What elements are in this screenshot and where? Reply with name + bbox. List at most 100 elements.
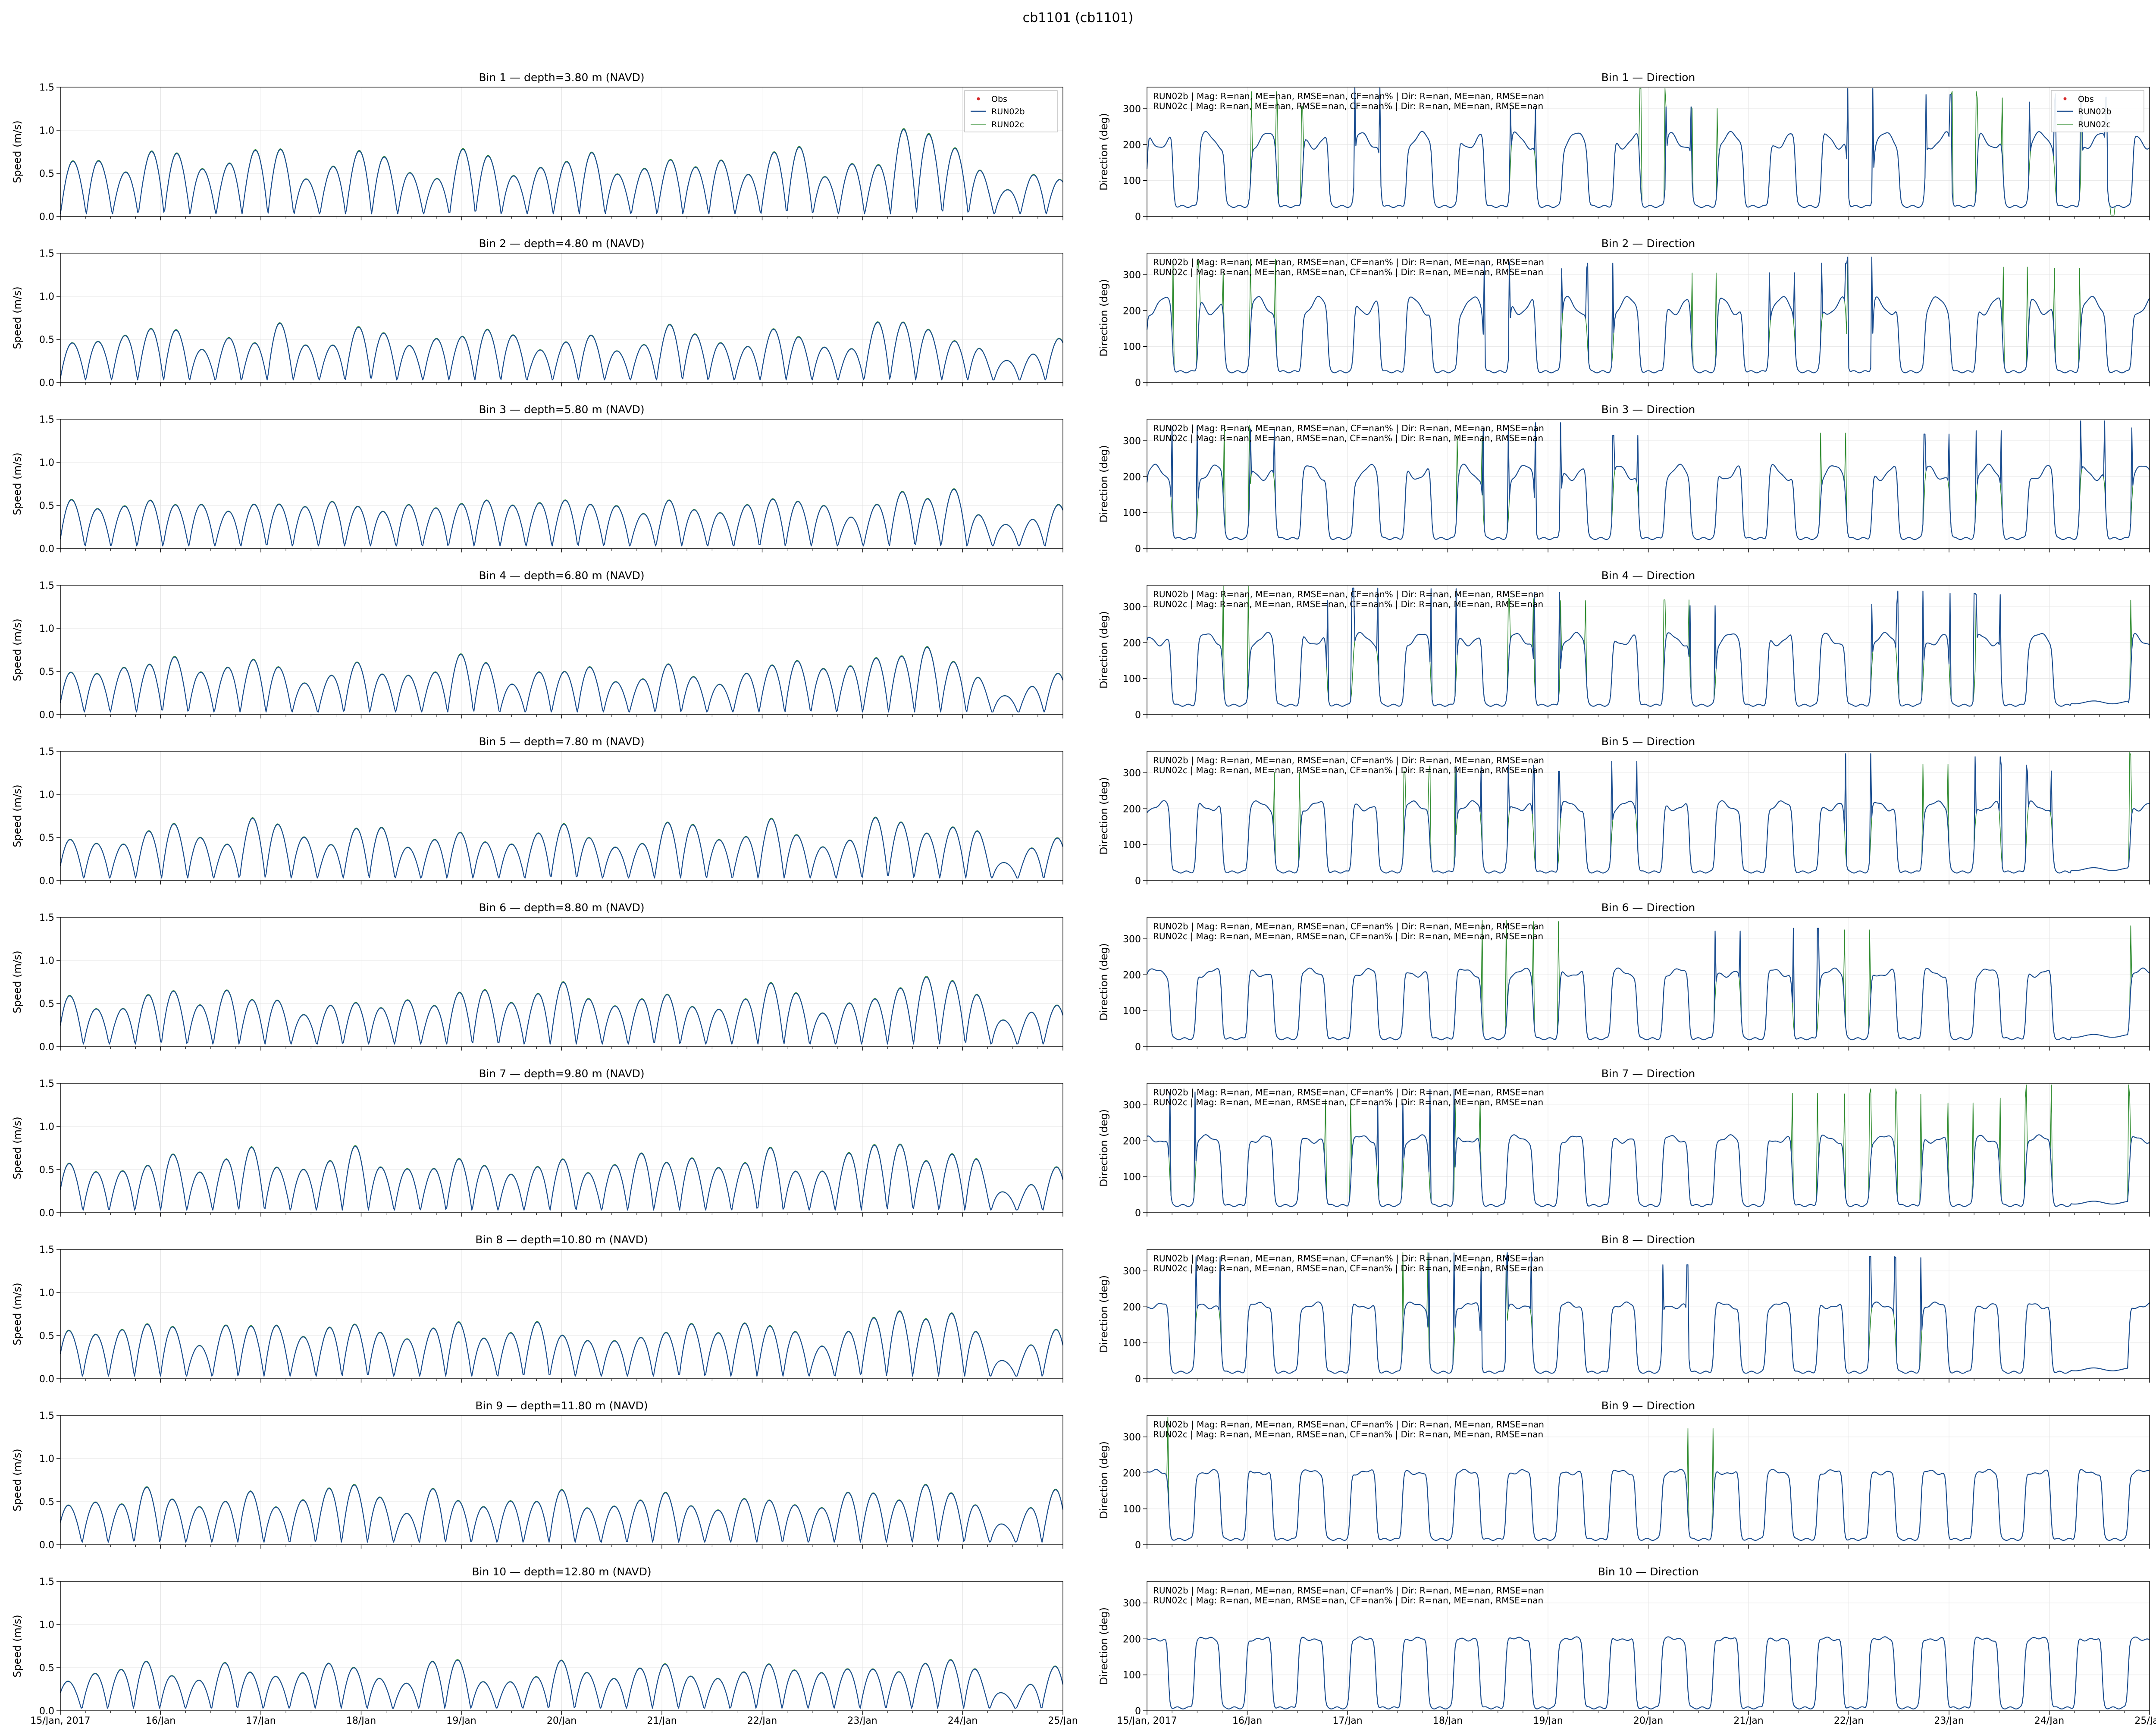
y-tick-label: 1.5 [39, 414, 54, 425]
run02b-line [1146, 928, 2150, 1041]
y-tick-label: 1.5 [39, 1245, 54, 1255]
y-tick-label: 100 [1123, 508, 1141, 519]
y-tick-label: 0 [1135, 544, 1141, 555]
y-tick-label: 0 [1135, 710, 1141, 721]
y-axis-label: Speed (m/s) [11, 452, 23, 515]
x-tick-label: 24/Jan [2034, 1716, 2064, 1725]
speed-subplot-bin-3: 0.0 0.5 1.0 1.5 Bin 3 — depth=5.80 m (NAVD) S… [11, 403, 1064, 555]
y-tick-label: 1.0 [39, 1454, 54, 1465]
y-tick-label: 0.0 [39, 1706, 54, 1717]
y-axis-label: Speed (m/s) [11, 1283, 23, 1346]
y-tick-label: 0.5 [39, 335, 54, 345]
y-tick-label: 1.5 [39, 746, 54, 757]
stats-annotation-run02b: RUN02b | Mag: R=nan, ME=nan, RMSE=nan, C… [1153, 589, 1544, 599]
y-axis-label: Direction (deg) [1098, 445, 1110, 523]
y-tick-label: 200 [1123, 1468, 1141, 1479]
y-tick-label: 0.0 [39, 1208, 54, 1219]
x-tick-label: 25/Jan [1048, 1716, 1078, 1725]
subplot-title: Bin 10 — Direction [1598, 1565, 1699, 1578]
y-tick-label: 0.5 [39, 1497, 54, 1508]
y-tick-label: 300 [1123, 768, 1141, 779]
subplot-title: Bin 8 — depth=10.80 m (NAVD) [475, 1233, 648, 1246]
y-tick-label: 0 [1135, 1042, 1141, 1053]
legend-label-run02c: RUN02c [991, 120, 1024, 129]
y-tick-label: 100 [1123, 840, 1141, 851]
run02b-line [60, 1484, 1064, 1543]
y-axis-label: Direction (deg) [1098, 113, 1110, 191]
y-tick-label: 200 [1123, 1302, 1141, 1313]
obs-marker-icon [977, 97, 980, 100]
y-tick-label: 200 [1123, 1136, 1141, 1147]
subplot-title: Bin 1 — Direction [1601, 71, 1695, 84]
y-tick-label: 0.0 [39, 212, 54, 223]
legend-label-run02c: RUN02c [2078, 120, 2111, 129]
stats-annotation-run02c: RUN02c | Mag: R=nan, ME=nan, RMSE=nan, C… [1153, 1595, 1543, 1606]
stats-annotation-run02b: RUN02b | Mag: R=nan, ME=nan, RMSE=nan, C… [1153, 1253, 1544, 1264]
subplot-title: Bin 2 — Direction [1601, 237, 1695, 250]
y-axis-label: Direction (deg) [1098, 279, 1110, 357]
stats-annotation-run02b: RUN02b | Mag: R=nan, ME=nan, RMSE=nan, C… [1153, 921, 1544, 932]
y-tick-label: 0.0 [39, 1540, 54, 1551]
direction-subplot-bin-4: 0 100 200 300 Bin 4 — Direction Direction (de… [1098, 569, 2150, 721]
y-tick-label: 300 [1123, 1100, 1141, 1111]
subplot-title: Bin 9 — Direction [1601, 1399, 1695, 1412]
x-tick-label: 21/Jan [1733, 1716, 1763, 1725]
y-tick-label: 1.0 [39, 292, 54, 302]
x-tick-label: 23/Jan [847, 1716, 877, 1725]
y-axis-label: Direction (deg) [1098, 1441, 1110, 1519]
y-tick-label: 100 [1123, 1338, 1141, 1349]
legend: Obs RUN02b RUN02c [2051, 90, 2144, 132]
stats-annotation-run02b: RUN02b | Mag: R=nan, ME=nan, RMSE=nan, C… [1153, 1087, 1544, 1098]
subplot-title: Bin 4 — Direction [1601, 569, 1695, 582]
y-tick-label: 100 [1123, 342, 1141, 353]
stats-annotation-run02b: RUN02b | Mag: R=nan, ME=nan, RMSE=nan, C… [1153, 91, 1544, 101]
x-tick-label: 18/Jan [346, 1716, 376, 1725]
x-tick-label: 16/Jan [1232, 1716, 1262, 1725]
y-tick-label: 1.0 [39, 125, 54, 136]
subplot-title: Bin 8 — Direction [1601, 1233, 1695, 1246]
y-axis-label: Direction (deg) [1098, 777, 1110, 855]
stats-annotation-run02c: RUN02c | Mag: R=nan, ME=nan, RMSE=nan, C… [1153, 1263, 1543, 1273]
y-tick-label: 0.0 [39, 710, 54, 721]
y-axis-label: Speed (m/s) [11, 950, 23, 1013]
legend-label-run02b: RUN02b [2078, 107, 2112, 116]
y-tick-label: 300 [1123, 1432, 1141, 1443]
y-axis-label: Direction (deg) [1098, 1607, 1110, 1685]
x-tick-label: 19/Jan [446, 1716, 476, 1725]
y-tick-label: 0 [1135, 1374, 1141, 1385]
y-tick-label: 0.5 [39, 667, 54, 677]
speed-subplot-bin-2: 0.0 0.5 1.0 1.5 Bin 2 — depth=4.80 m (NAVD) S… [11, 237, 1063, 389]
x-tick-label: 25/Jan [2134, 1716, 2156, 1725]
subplot-title: Bin 7 — Direction [1601, 1067, 1695, 1080]
y-tick-label: 1.0 [39, 1122, 54, 1132]
y-axis-label: Speed (m/s) [11, 1449, 23, 1512]
y-tick-label: 1.5 [39, 913, 54, 923]
y-tick-label: 200 [1123, 472, 1141, 483]
y-tick-label: 1.5 [39, 1577, 54, 1587]
stats-annotation-run02c: RUN02c | Mag: R=nan, ME=nan, RMSE=nan, C… [1153, 1429, 1543, 1440]
x-tick-label: 17/Jan [1332, 1716, 1362, 1725]
y-axis-label: Speed (m/s) [11, 618, 23, 681]
stats-annotation-run02b: RUN02b | Mag: R=nan, ME=nan, RMSE=nan, C… [1153, 257, 1544, 267]
subplot-title: Bin 10 — depth=12.80 m (NAVD) [472, 1565, 651, 1578]
subplot-title: Bin 6 — Direction [1601, 901, 1695, 914]
y-tick-label: 300 [1123, 602, 1141, 613]
stats-annotation-run02c: RUN02c | Mag: R=nan, ME=nan, RMSE=nan, C… [1153, 101, 1543, 111]
y-tick-label: 0.5 [39, 999, 54, 1010]
run02b-line [1146, 420, 2150, 540]
y-tick-label: 0.5 [39, 1663, 54, 1674]
run02b-line [60, 1311, 1064, 1377]
y-tick-label: 100 [1123, 176, 1141, 187]
direction-subplot-bin-6: 0 100 200 300 Bin 6 — Direction Direction (de… [1098, 901, 2150, 1053]
stats-annotation-run02c: RUN02c | Mag: R=nan, ME=nan, RMSE=nan, C… [1153, 599, 1543, 609]
run02b-line [1147, 1636, 2150, 1709]
y-axis-label: Direction (deg) [1098, 611, 1110, 689]
speed-subplot-bin-7: 0.0 0.5 1.0 1.5 Bin 7 — depth=9.80 m (NAVD) S… [11, 1067, 1064, 1219]
y-tick-label: 300 [1123, 1598, 1141, 1609]
y-axis-label: Speed (m/s) [11, 1615, 23, 1678]
y-tick-label: 300 [1123, 934, 1141, 945]
y-tick-label: 1.0 [39, 790, 54, 800]
subplot-title: Bin 5 — depth=7.80 m (NAVD) [479, 735, 644, 748]
